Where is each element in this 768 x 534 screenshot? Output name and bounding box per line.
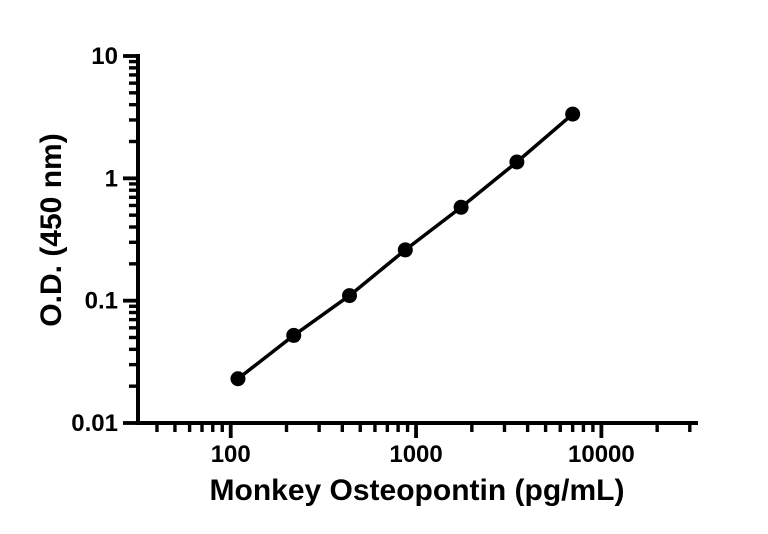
x-tick-label: 10000 (568, 441, 635, 468)
x-axis-title: Monkey Osteopontin (pg/mL) (209, 474, 625, 507)
y-axis-title: O.D. (450 nm) (35, 133, 68, 327)
y-tick-label: 1 (105, 165, 118, 192)
y-tick-label: 10 (91, 43, 118, 70)
y-tick-label: 0.1 (85, 288, 118, 315)
data-point-marker (453, 199, 469, 215)
y-tick-label: 0.01 (71, 410, 118, 437)
data-point-marker (565, 106, 581, 122)
x-tick-label: 1000 (389, 441, 442, 468)
data-point-marker (509, 154, 525, 170)
data-point-marker (397, 242, 413, 258)
data-point-marker (342, 288, 358, 304)
data-point-marker (286, 327, 302, 343)
x-tick-label: 100 (211, 441, 251, 468)
axes-spines (136, 54, 698, 425)
data-point-marker (230, 371, 246, 387)
